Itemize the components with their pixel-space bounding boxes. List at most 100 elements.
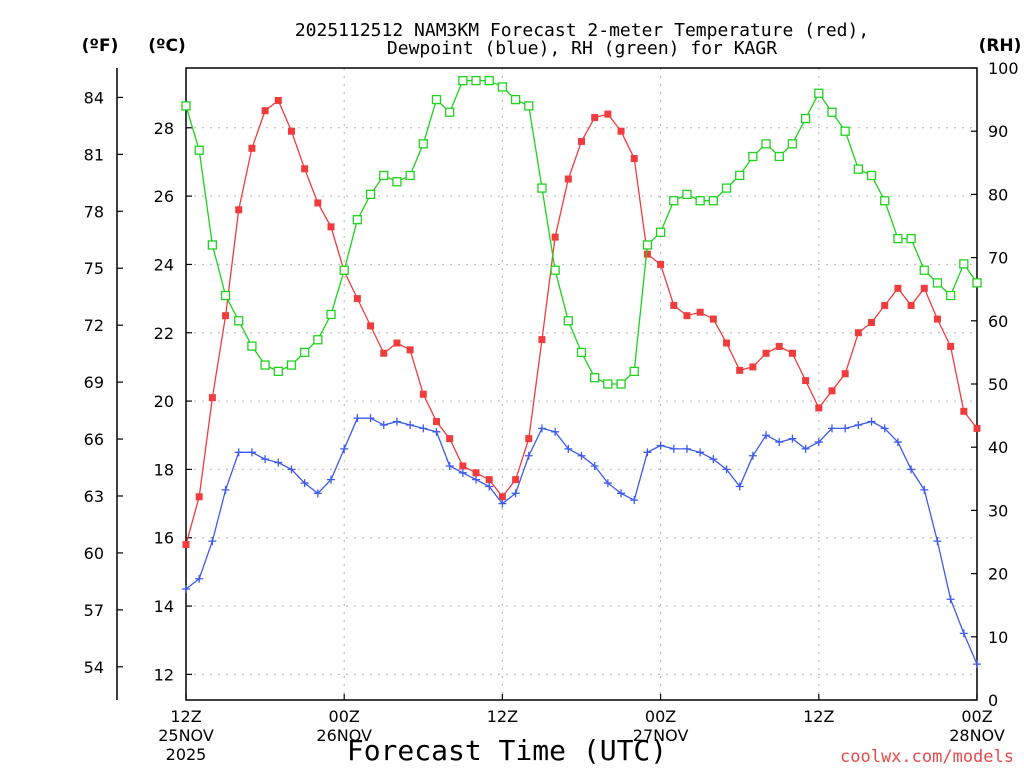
dewpoint-point xyxy=(893,438,902,447)
temperature-point xyxy=(327,223,335,231)
rh-point xyxy=(220,290,231,301)
x-tick-date: 26NOV xyxy=(316,726,372,745)
dewpoint-point xyxy=(247,448,256,457)
temperature-point xyxy=(222,312,230,320)
temperature-point xyxy=(815,404,823,412)
rh-point xyxy=(893,233,903,244)
f-tick-label: 81 xyxy=(84,145,104,164)
x-axis-title: Forecast Time (UTC) xyxy=(347,734,667,767)
dewpoint-point xyxy=(366,414,375,423)
temperature-point xyxy=(723,339,731,347)
rh-point xyxy=(761,139,771,149)
rh-point xyxy=(840,126,850,136)
f-tick-label: 54 xyxy=(84,658,104,677)
dewpoint-point xyxy=(564,444,573,453)
f-tick-label: 63 xyxy=(84,487,104,506)
rh-point xyxy=(669,196,679,206)
temperature-point xyxy=(551,233,559,241)
rh-point xyxy=(524,101,534,111)
temperature-point xyxy=(736,366,744,374)
dewpoint-point xyxy=(959,629,968,638)
dewpoint-point xyxy=(735,482,744,491)
c-tick-label: 24 xyxy=(154,255,174,274)
rh-point xyxy=(207,240,218,250)
temperature-point xyxy=(907,301,915,309)
rh-point xyxy=(431,94,442,105)
rh-point xyxy=(787,139,798,149)
temperature-point xyxy=(657,260,665,268)
rh-tick-label: 30 xyxy=(988,501,1008,520)
rh-point xyxy=(497,82,508,92)
dewpoint-point xyxy=(603,479,612,488)
rh-point xyxy=(880,196,890,206)
f-tick-label: 66 xyxy=(84,430,104,449)
dewpoint-point xyxy=(445,461,454,470)
temperature-point xyxy=(643,250,651,258)
dewpoint-point xyxy=(696,448,705,457)
x-tick-date: 25NOV xyxy=(158,726,214,745)
dewpoint-point xyxy=(722,465,731,474)
dewpoint-point xyxy=(867,417,876,426)
rh-point xyxy=(972,278,982,288)
temperature-point xyxy=(261,107,269,115)
rh-tick-label: 90 xyxy=(988,122,1008,141)
x-tick-label: 12Z xyxy=(803,707,834,726)
rh-point xyxy=(273,366,283,377)
temperature-point xyxy=(195,493,203,501)
dewpoint-point xyxy=(590,461,599,470)
c-tick-label: 18 xyxy=(154,460,174,479)
dewpoint-point xyxy=(221,485,230,494)
dewpoint-point xyxy=(195,574,204,583)
rh-point xyxy=(603,379,613,389)
temperature-point xyxy=(432,418,440,426)
dewpoint-point xyxy=(511,489,520,498)
temperature-point xyxy=(960,407,968,415)
dewpoint-point xyxy=(801,444,810,453)
rh-point xyxy=(774,151,784,162)
x-tick-label: 00Z xyxy=(645,707,676,726)
rh-point xyxy=(537,183,547,193)
dewpoint-point xyxy=(274,458,283,467)
credit-text: coolwx.com/models xyxy=(840,747,1014,767)
dewpoint-point xyxy=(617,489,626,498)
rh-point xyxy=(550,265,560,275)
c-tick-label: 16 xyxy=(154,529,174,548)
c-tick-label: 14 xyxy=(154,597,174,616)
dewpoint-point xyxy=(458,468,467,477)
chart-title-line2: Dewpoint (blue), RH (green) for KAGR xyxy=(387,38,777,59)
dewpoint-point xyxy=(933,537,942,546)
dewpoint-point xyxy=(880,424,889,433)
rh-point xyxy=(445,107,455,117)
dewpoint-point xyxy=(208,537,217,546)
c-tick-label: 22 xyxy=(154,324,174,343)
dewpoint-point xyxy=(841,424,850,433)
rh-point xyxy=(418,139,428,149)
rh-tick-label: 10 xyxy=(988,628,1008,647)
rh-point xyxy=(471,75,481,86)
temperature-point xyxy=(881,301,889,309)
dewpoint-point xyxy=(313,489,322,498)
rh-point xyxy=(695,196,705,206)
temperature-point xyxy=(446,435,454,443)
temperature-point xyxy=(973,424,981,432)
rh-point xyxy=(405,170,415,181)
rh-point xyxy=(194,145,204,155)
temperature-point xyxy=(894,284,902,292)
dewpoint-point xyxy=(353,414,362,423)
dewpoint-point xyxy=(234,448,243,457)
f-tick-label: 78 xyxy=(84,202,104,221)
unit-label-fahrenheit: (ºF) xyxy=(82,36,119,56)
rh-point xyxy=(392,177,402,187)
rh-point xyxy=(484,75,494,86)
f-tick-label: 60 xyxy=(84,544,104,563)
temperature-point xyxy=(512,476,520,484)
rh-point xyxy=(379,170,389,181)
dewpoint-point xyxy=(406,420,415,429)
rh-tick-label: 70 xyxy=(988,249,1008,268)
f-tick-label: 57 xyxy=(84,601,104,620)
dewpoint-point xyxy=(524,451,533,460)
dewpoint-point xyxy=(946,595,955,604)
dewpoint-point xyxy=(327,475,336,484)
rh-point xyxy=(748,151,758,162)
